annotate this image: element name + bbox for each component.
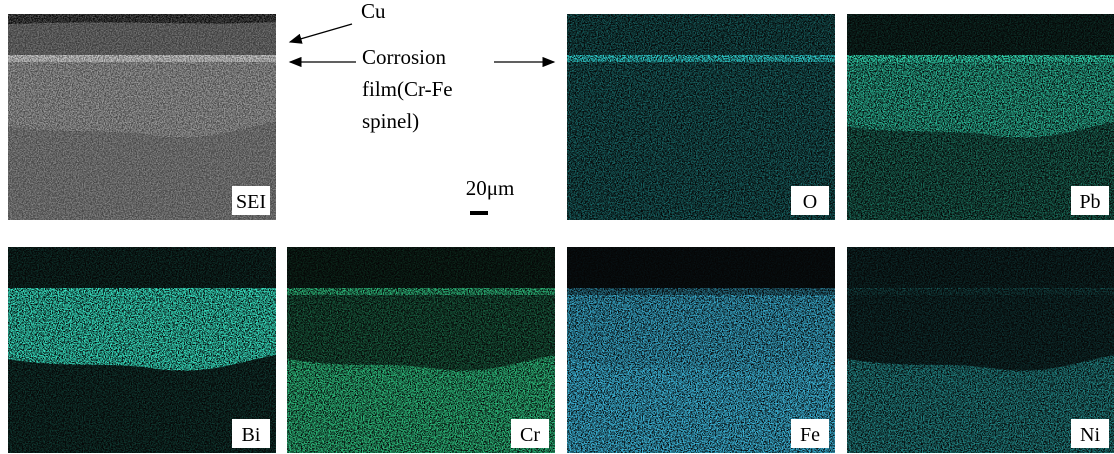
speckle <box>847 14 1114 56</box>
micrograph-panel: Fe <box>567 247 835 453</box>
micrograph-panel: Ni <box>847 247 1114 453</box>
scale-bar-label: 20μm <box>466 176 515 200</box>
speckle <box>8 247 276 289</box>
annotation: spinel) <box>362 109 419 133</box>
panel-label: Fe <box>800 424 820 446</box>
speckle <box>847 62 1114 138</box>
micrograph-panel: Bi <box>8 247 276 453</box>
speckle <box>287 288 555 295</box>
speckle <box>847 55 1114 62</box>
speckle <box>567 295 835 371</box>
panel-label: Ni <box>1080 424 1100 446</box>
speckle <box>8 14 276 56</box>
speckle <box>287 247 555 289</box>
micrograph-panel: Pb <box>847 14 1114 220</box>
speckle <box>8 62 276 138</box>
panel-label: O <box>803 191 817 213</box>
panel-label: Cr <box>520 424 540 446</box>
annotation: Cu <box>361 0 386 23</box>
speckle <box>8 295 276 371</box>
figure: SEI O Pb Bi Cr Fe Ni Cu Corrosion film(Cr-Fe s… <box>0 0 1114 454</box>
speckle <box>567 62 835 138</box>
panel-label: Bi <box>242 424 261 446</box>
speckle <box>847 288 1114 295</box>
scale-bar <box>470 211 488 215</box>
micrograph-panel: O <box>567 14 835 220</box>
speckle <box>567 55 835 62</box>
panel-label: Pb <box>1079 191 1100 213</box>
panels: SEI O Pb Bi Cr Fe Ni <box>8 14 1114 453</box>
speckle <box>567 247 835 289</box>
page: SEI O Pb Bi Cr Fe Ni Cu Corrosion film(Cr-Fe s… <box>0 0 1114 454</box>
speckle <box>287 295 555 371</box>
panel-label: SEI <box>236 191 266 213</box>
speckle <box>567 14 835 56</box>
speckle <box>847 295 1114 371</box>
micrograph-panel: Cr <box>287 247 555 453</box>
speckle <box>567 288 835 295</box>
speckle <box>847 247 1114 289</box>
speckle <box>8 288 276 295</box>
arrow <box>290 24 352 42</box>
annotation: film(Cr-Fe <box>362 77 453 101</box>
micrograph-panel: SEI <box>8 14 276 220</box>
annotation: Corrosion <box>362 45 447 69</box>
speckle <box>8 55 276 62</box>
